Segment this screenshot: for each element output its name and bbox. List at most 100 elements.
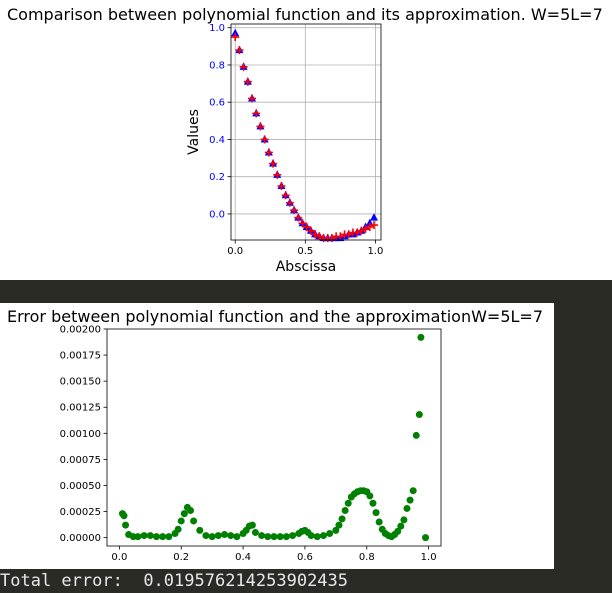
data-point-circle [335, 521, 343, 529]
data-point-circle [344, 499, 352, 507]
data-point-plus [231, 33, 240, 42]
data-point-circle [251, 528, 259, 536]
y-tick-label: 0.6 [209, 98, 225, 109]
y-tick-label: 0.00075 [60, 455, 101, 466]
y-tick-label: 0.0 [209, 209, 225, 220]
data-point-circle [120, 512, 128, 520]
data-point-plus [357, 226, 366, 235]
data-point-circle [397, 522, 405, 530]
data-point-plus [273, 170, 282, 179]
plot-frame [230, 23, 382, 241]
data-point-circle [276, 533, 284, 541]
data-point-plus [315, 232, 324, 241]
data-point-plus [298, 219, 307, 228]
plot-frame [106, 328, 442, 547]
y-tick-label: 0.00200 [60, 325, 101, 336]
data-point-circle [165, 533, 173, 541]
y-tick-label: 0.2 [209, 172, 225, 183]
x-tick-label: 0.5 [297, 246, 313, 257]
y-tick-label: 0.00050 [60, 481, 101, 492]
y-axis-label: Values [186, 109, 202, 155]
y-tick-label: 1.0 [209, 23, 225, 34]
data-point-circle [202, 532, 210, 540]
total-error-output: Total error: 0.019576214253902435 [0, 569, 612, 593]
x-tick-label: 0.0 [227, 246, 243, 257]
data-point-circle [221, 531, 229, 539]
data-point-circle [214, 532, 222, 540]
data-point-plus [336, 232, 345, 241]
data-point-plus [235, 46, 244, 55]
data-point-circle [406, 496, 414, 504]
data-point-circle [177, 517, 185, 525]
data-point-circle [134, 533, 142, 541]
x-tick-label: 0.2 [173, 552, 189, 563]
data-point-circle [282, 533, 290, 541]
y-tick-label: 0.00125 [60, 403, 101, 414]
data-point-plus [365, 222, 374, 231]
data-point-circle [258, 532, 266, 540]
data-point-plus [306, 226, 315, 235]
data-point-circle [326, 529, 334, 537]
data-point-circle [412, 431, 420, 439]
total-error-value: 0.019576214253902435 [143, 571, 349, 591]
data-point-circle [187, 507, 194, 515]
error-chart: 0.0 0.2 0.4 0.6 0.8 1.0 0.00000 0.00025 0.00050 0… [60, 325, 442, 563]
comparison-chart-title: Comparison between polynomial function a… [7, 5, 603, 24]
total-error-label: Total error: [0, 571, 123, 591]
data-point-circle [341, 507, 349, 515]
data-point-circle [415, 411, 423, 419]
y-tick-label: 0.00150 [60, 377, 101, 388]
data-point-circle [369, 499, 377, 507]
data-point-plus [264, 148, 273, 157]
data-point-circle [338, 515, 346, 523]
data-point-plus [243, 77, 252, 86]
y-tick-label: 0.8 [209, 60, 225, 71]
data-point-plus [302, 222, 311, 231]
y-tick-label: 0.00000 [60, 533, 101, 544]
data-point-circle [146, 532, 154, 540]
data-point-circle [180, 510, 188, 518]
data-point-circle [152, 533, 160, 541]
data-point-circle [174, 525, 182, 533]
data-point-plus [260, 135, 269, 144]
x-tick-label: 0.6 [297, 552, 313, 563]
data-point-circle [140, 532, 148, 540]
data-point-circle [394, 527, 402, 535]
data-point-circle [313, 533, 321, 541]
data-point-plus [327, 234, 336, 243]
data-point-circle [227, 532, 235, 540]
x-tick-label: 0.8 [359, 552, 375, 563]
x-axis-label: Abscissa [276, 259, 337, 275]
data-point-circle [248, 521, 256, 529]
y-tick-label: 0.00100 [60, 429, 101, 440]
data-point-circle [122, 521, 130, 529]
data-point-plus [290, 206, 299, 215]
data-point-circle [233, 533, 241, 541]
data-point-circle [372, 509, 380, 517]
data-point-plus [281, 191, 290, 200]
data-point-plus [248, 94, 257, 103]
data-point-circle [375, 518, 383, 526]
x-tick-label: 0.0 [111, 552, 127, 563]
data-point-circle [289, 532, 297, 540]
data-point-circle [403, 504, 411, 512]
comparison-figure: Comparison between polynomial function a… [0, 0, 612, 280]
y-tick-label: 0.00175 [60, 351, 101, 362]
data-point-circle [366, 492, 374, 500]
data-point-plus [294, 213, 303, 222]
x-tick-label: 0.4 [235, 552, 251, 563]
data-point-circle [422, 534, 430, 542]
y-tick-label: 0.4 [209, 135, 225, 146]
data-point-plus [344, 230, 353, 239]
data-point-circle [319, 532, 327, 540]
x-tick-label: 1.0 [421, 552, 437, 563]
data-point-circle [270, 533, 278, 541]
data-point-plus [353, 228, 362, 237]
data-point-circle [400, 516, 408, 524]
data-point-circle [190, 517, 198, 525]
data-point-plus [285, 198, 294, 207]
data-point-plus [239, 62, 248, 71]
data-point-circle [196, 526, 204, 534]
data-point-plus [369, 221, 378, 230]
data-point-circle [264, 533, 272, 541]
